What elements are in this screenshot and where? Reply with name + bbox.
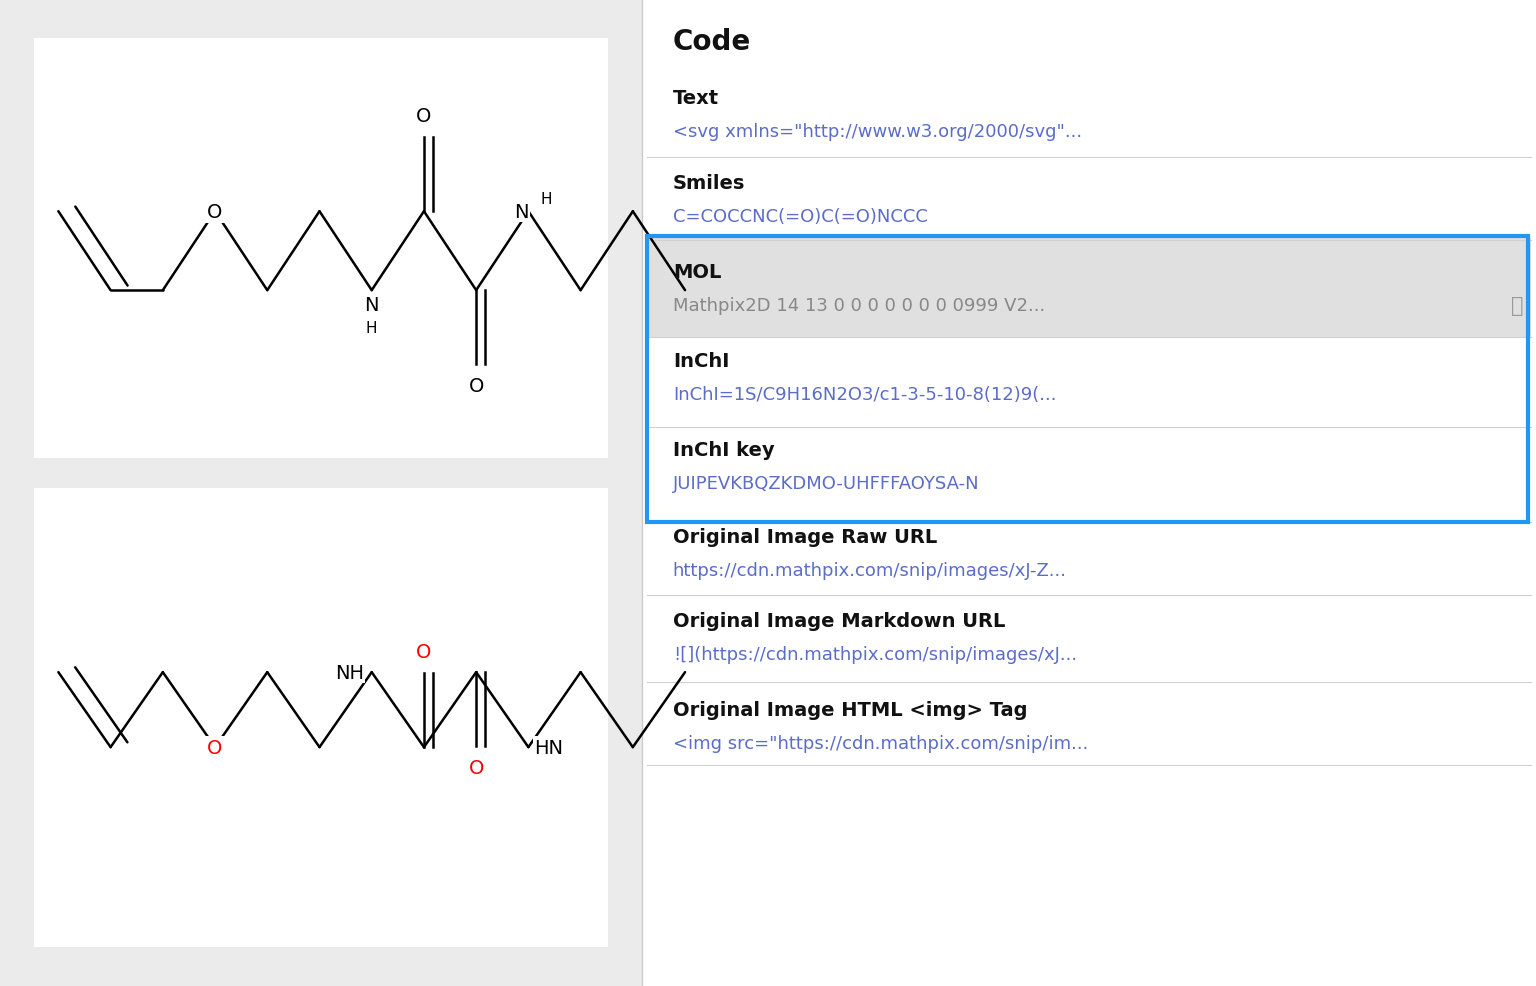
Text: Text: Text: [673, 89, 719, 108]
Text: MOL: MOL: [673, 262, 720, 282]
Text: InChI: InChI: [673, 351, 730, 371]
Text: ⎘: ⎘: [1511, 296, 1524, 316]
Text: N: N: [515, 202, 528, 222]
Text: O: O: [416, 107, 432, 126]
Text: Original Image Markdown URL: Original Image Markdown URL: [673, 611, 1005, 631]
Text: H: H: [366, 320, 378, 335]
Text: H: H: [541, 192, 551, 207]
Text: InChI=1S/C9H16N2O3/c1-3-5-10-8(12)9(...: InChI=1S/C9H16N2O3/c1-3-5-10-8(12)9(...: [673, 386, 1057, 403]
Text: ![](https://cdn.mathpix.com/snip/images/xJ...: ![](https://cdn.mathpix.com/snip/images/…: [673, 646, 1077, 664]
Text: InChI key: InChI key: [673, 440, 774, 459]
Bar: [647, 237, 1528, 523]
Text: C=COCCNC(=O)C(=O)NCCC: C=COCCNC(=O)C(=O)NCCC: [673, 208, 928, 226]
Text: O: O: [468, 758, 484, 777]
Text: O: O: [207, 738, 223, 757]
Text: O: O: [207, 202, 223, 222]
Text: O: O: [416, 643, 432, 662]
Text: NH: NH: [335, 663, 364, 682]
Text: <img src="https://cdn.mathpix.com/snip/im...: <img src="https://cdn.mathpix.com/snip/i…: [673, 735, 1087, 752]
Text: Original Image Raw URL: Original Image Raw URL: [673, 528, 937, 547]
Text: Original Image HTML <img> Tag: Original Image HTML <img> Tag: [673, 700, 1028, 720]
Text: HN: HN: [535, 738, 564, 757]
Bar: [642, 0, 1536, 986]
Bar: [34, 39, 608, 458]
Bar: [34, 488, 608, 947]
Text: JUIPEVKBQZKDMO-UHFFFAOYSA-N: JUIPEVKBQZKDMO-UHFFFAOYSA-N: [673, 474, 980, 492]
Text: Smiles: Smiles: [673, 174, 745, 193]
Text: <svg xmlns="http://www.w3.org/2000/svg"...: <svg xmlns="http://www.w3.org/2000/svg".…: [673, 123, 1081, 141]
Text: Code: Code: [673, 29, 751, 56]
Bar: [0, 0, 642, 986]
Text: O: O: [468, 377, 484, 395]
Bar: [647, 239, 1531, 337]
Text: https://cdn.mathpix.com/snip/images/xJ-Z...: https://cdn.mathpix.com/snip/images/xJ-Z…: [673, 562, 1068, 580]
Text: Mathpix2D 14 13 0 0 0 0 0 0 0 0999 V2...: Mathpix2D 14 13 0 0 0 0 0 0 0 0999 V2...: [673, 297, 1044, 315]
Text: N: N: [364, 296, 379, 315]
